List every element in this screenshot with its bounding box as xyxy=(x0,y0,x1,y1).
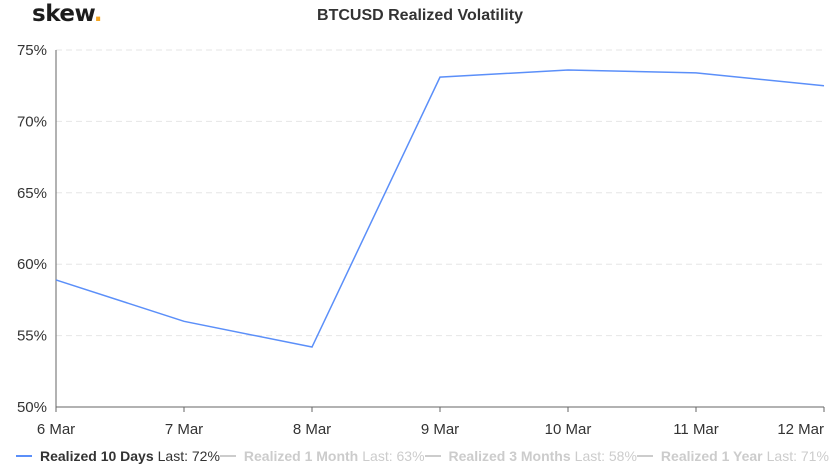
x-tick-label: 6 Mar xyxy=(37,421,75,438)
y-tick-label: 65% xyxy=(17,185,47,202)
y-tick-label: 70% xyxy=(17,113,47,130)
chart-legend: Realized 10 Days Last: 72% Realized 1 Mo… xyxy=(16,446,829,466)
x-tick-label: 12 Mar xyxy=(777,421,824,438)
y-tick-label: 60% xyxy=(17,256,47,273)
legend-item-realized-1-year[interactable]: Realized 1 Year Last: 71% xyxy=(636,448,829,464)
legend-series-name: Realized 1 Month xyxy=(243,448,359,464)
skew-logo: skew. xyxy=(32,1,103,27)
y-tick-label: 50% xyxy=(17,399,47,416)
y-tick-label: 75% xyxy=(17,42,47,59)
x-tick-label: 10 Mar xyxy=(545,421,592,438)
legend-last-value: Last: 63% xyxy=(362,448,425,464)
legend-series-name: Realized 10 Days xyxy=(40,448,154,464)
legend-last-value: Last: 71% xyxy=(766,448,829,464)
x-tick-label: 9 Mar xyxy=(421,421,459,438)
legend-line-icon xyxy=(16,455,32,457)
x-tick-label: 11 Mar xyxy=(673,421,719,438)
legend-item-realized-10-days[interactable]: Realized 10 Days Last: 72% xyxy=(16,448,220,464)
x-tick-label: 7 Mar xyxy=(165,421,203,438)
legend-series-name: Realized 3 Months xyxy=(448,448,571,464)
legend-series-name: Realized 1 Year xyxy=(660,448,763,464)
line-chart: 75% 70% 65% 60% 55% 50% 6 Mar 7 Mar 8 Mar 9 Mar 10… xyxy=(17,42,825,438)
legend-line-icon xyxy=(424,455,441,457)
legend-last-value: Last: 72% xyxy=(157,448,220,464)
legend-item-realized-1-month[interactable]: Realized 1 Month Last: 63% xyxy=(219,448,425,464)
y-tick-label: 55% xyxy=(17,328,47,345)
legend-line-icon xyxy=(219,455,236,457)
legend-line-icon xyxy=(636,455,653,457)
series-line-realized-10-days[interactable] xyxy=(55,69,825,348)
chart-title: BTCUSD Realized Volatility xyxy=(317,7,523,24)
legend-item-realized-3-months[interactable]: Realized 3 Months Last: 58% xyxy=(424,448,637,464)
x-tick-label: 8 Mar xyxy=(293,421,331,438)
legend-last-value: Last: 58% xyxy=(574,448,637,464)
